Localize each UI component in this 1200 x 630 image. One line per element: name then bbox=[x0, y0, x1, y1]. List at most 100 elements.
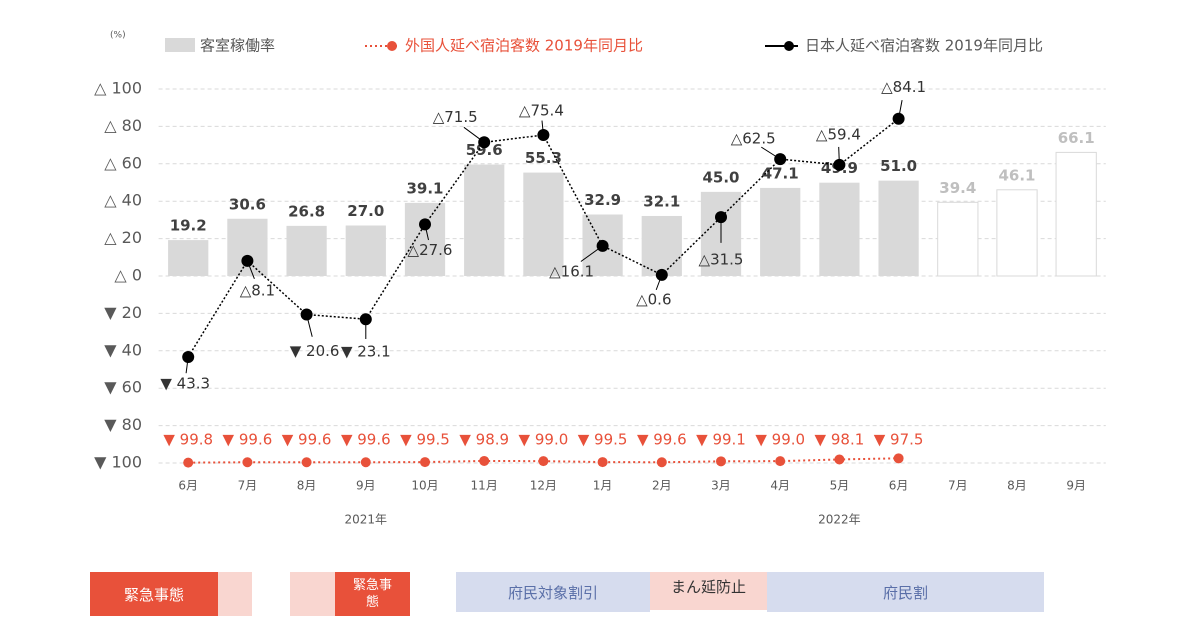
x-tick-label: 4月 bbox=[770, 479, 790, 493]
y-tick-label: ▼ 80 bbox=[104, 415, 142, 434]
leader-line bbox=[580, 245, 603, 262]
legend-swatch bbox=[784, 41, 794, 51]
leader-line bbox=[838, 146, 840, 165]
bar-label: 39.1 bbox=[406, 179, 443, 197]
point-label: ▼ 99.6 bbox=[223, 431, 273, 449]
x-tick-label: 6月 bbox=[889, 479, 909, 493]
point bbox=[360, 457, 371, 468]
y-tick-label: ▼ 20 bbox=[104, 303, 142, 322]
point bbox=[183, 457, 194, 468]
point-label: ▼ 99.1 bbox=[696, 431, 746, 449]
x-tick-label: 6月 bbox=[178, 479, 198, 493]
point-label: △31.5 bbox=[699, 251, 744, 269]
x-tick-label: 1月 bbox=[593, 479, 613, 493]
legend-swatch bbox=[387, 41, 397, 51]
point-label: △84.1 bbox=[881, 78, 926, 96]
bar bbox=[760, 187, 801, 276]
bar bbox=[404, 202, 446, 276]
point-label: ▼ 99.0 bbox=[519, 431, 569, 449]
y-tick-label: △ 80 bbox=[104, 116, 142, 135]
x-tick-label: 5月 bbox=[830, 479, 850, 493]
bar-label: 27.0 bbox=[347, 202, 384, 220]
point-label: △62.5 bbox=[731, 130, 776, 148]
leader-line bbox=[541, 120, 544, 136]
year-label: 2022年 bbox=[818, 513, 861, 527]
bar bbox=[878, 180, 919, 276]
period-band bbox=[290, 572, 335, 616]
legend-swatch bbox=[165, 38, 195, 52]
bar-label: 19.2 bbox=[170, 217, 207, 235]
point-label: ▼ 99.6 bbox=[282, 431, 332, 449]
period-band bbox=[218, 572, 252, 616]
point bbox=[834, 454, 845, 465]
x-tick-label: 7月 bbox=[948, 479, 968, 493]
point bbox=[716, 456, 726, 467]
bar bbox=[464, 164, 505, 276]
bar-label: 39.4 bbox=[939, 179, 976, 197]
year-label: 2021年 bbox=[345, 513, 388, 527]
legend-label: 外国人延べ宿泊客数 2019年同月比 bbox=[405, 37, 643, 55]
y-tick-label: △ 40 bbox=[104, 191, 142, 210]
point-label: △75.4 bbox=[519, 102, 564, 120]
point bbox=[420, 457, 430, 468]
bar bbox=[227, 218, 268, 276]
y-tick-label: △ 100 bbox=[94, 79, 142, 98]
point-label: ▼ 99.5 bbox=[578, 431, 628, 449]
bar bbox=[937, 201, 979, 277]
leader-line bbox=[185, 356, 189, 374]
bar-label: 32.1 bbox=[643, 192, 680, 210]
period: 緊急事態 bbox=[90, 572, 218, 616]
point-label: ▼ 43.3 bbox=[160, 374, 210, 392]
y-tick-label: △ 0 bbox=[114, 266, 142, 285]
y-tick-label: ▼ 40 bbox=[104, 340, 142, 359]
x-tick-label: 7月 bbox=[238, 479, 258, 493]
y-tick-label: ▼ 100 bbox=[94, 453, 142, 472]
x-tick-label: 11月 bbox=[471, 479, 498, 493]
x-tick-label: 12月 bbox=[530, 479, 557, 493]
bar bbox=[996, 189, 1038, 277]
x-tick-label: 8月 bbox=[297, 479, 317, 493]
leader-line bbox=[306, 314, 313, 337]
x-tick-label: 9月 bbox=[356, 479, 376, 493]
point-label: △27.6 bbox=[408, 241, 453, 259]
point-label: ▼ 99.5 bbox=[400, 431, 450, 449]
x-tick-label: 2月 bbox=[652, 479, 672, 493]
y-tick-label: ▼ 60 bbox=[104, 378, 142, 397]
bar-label: 46.1 bbox=[998, 166, 1035, 184]
bar-label: 55.3 bbox=[525, 149, 562, 167]
point-label: ▼ 99.6 bbox=[341, 431, 391, 449]
x-tick-label: 3月 bbox=[711, 479, 731, 493]
bar bbox=[1055, 151, 1097, 277]
point-label: △16.1 bbox=[549, 262, 594, 280]
leader-line bbox=[463, 126, 485, 143]
point bbox=[775, 456, 786, 467]
leader-line bbox=[898, 100, 903, 119]
point-label: ▼ 20.6 bbox=[290, 342, 340, 360]
bar bbox=[523, 172, 564, 276]
leader-line bbox=[761, 146, 781, 160]
point bbox=[301, 457, 312, 468]
point-label: ▼ 97.5 bbox=[874, 431, 924, 449]
x-tick-label: 9月 bbox=[1066, 479, 1086, 493]
point-label: ▼ 98.1 bbox=[815, 431, 865, 449]
point bbox=[242, 457, 253, 468]
bar-label: 30.6 bbox=[229, 195, 266, 213]
point-label: △0.6 bbox=[636, 290, 671, 308]
bar-label: 51.0 bbox=[880, 157, 917, 175]
point bbox=[479, 455, 490, 466]
bar-label: 66.1 bbox=[1058, 129, 1095, 147]
period: 府民割 bbox=[767, 572, 1044, 612]
point-label: △8.1 bbox=[240, 281, 275, 299]
point-label: △59.4 bbox=[816, 125, 861, 143]
point bbox=[538, 456, 549, 467]
unit-label: (%) bbox=[110, 31, 126, 41]
point-label: ▼ 99.0 bbox=[755, 431, 805, 449]
bar-label: 45.0 bbox=[702, 168, 739, 186]
bar bbox=[286, 225, 327, 276]
y-tick-label: △ 60 bbox=[104, 153, 142, 172]
x-tick-label: 8月 bbox=[1007, 479, 1027, 493]
period: まん延防止 bbox=[650, 572, 767, 610]
point-label: △71.5 bbox=[433, 108, 478, 126]
